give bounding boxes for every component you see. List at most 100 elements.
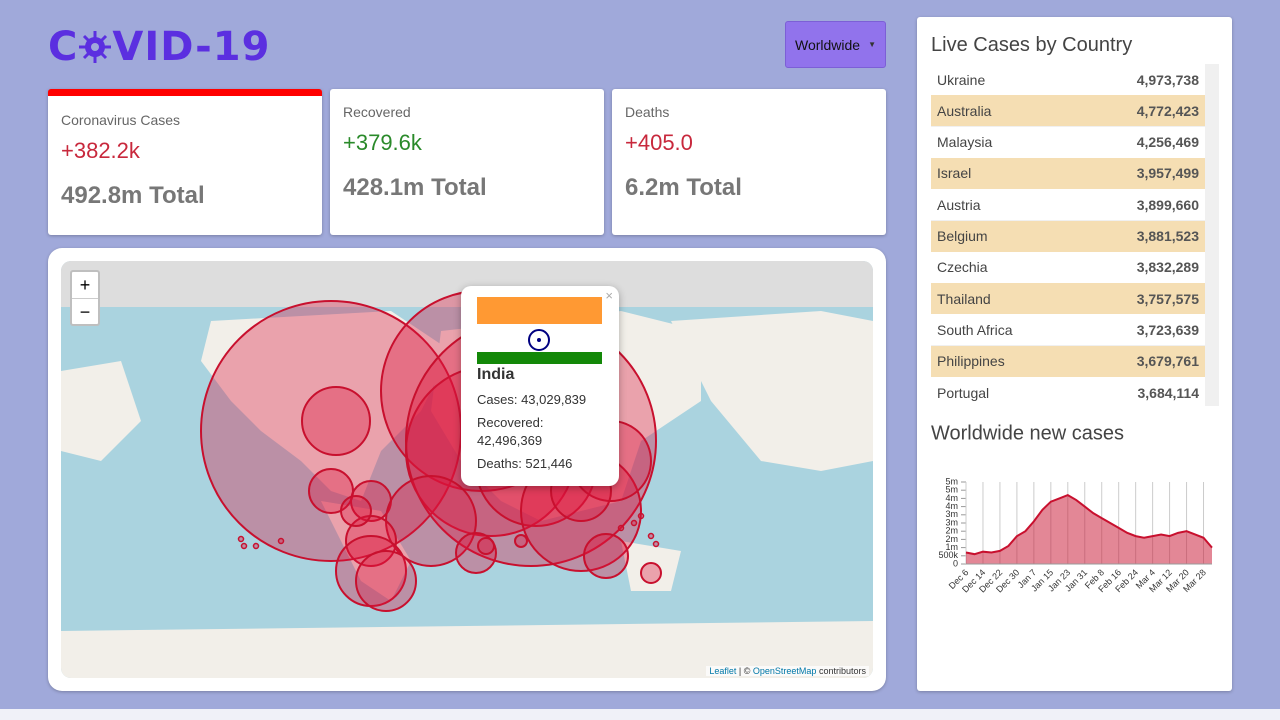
popup-close[interactable]: ×	[605, 288, 613, 303]
case-bubble	[355, 550, 417, 612]
y-tick-label: 3m	[945, 517, 958, 527]
osm-link[interactable]: OpenStreetMap	[752, 666, 817, 676]
table-row[interactable]: Thailand 3,757,575	[931, 283, 1205, 315]
country-cases: 4,973,738	[1136, 71, 1199, 88]
country-cases: 3,679,761	[1136, 353, 1199, 370]
case-bubble	[477, 537, 495, 555]
popup-cases: Cases: 43,029,839	[477, 392, 587, 407]
zoom-in[interactable]: +	[72, 272, 98, 299]
y-tick-label: 4m	[945, 501, 958, 511]
attribution: Leaflet | © OpenStreetMap contributors	[706, 666, 869, 676]
y-tick-label: 500k	[938, 550, 958, 560]
virus-icon	[79, 31, 112, 63]
area	[966, 495, 1212, 564]
country-name: Malaysia	[937, 134, 993, 151]
attribution-text: contributors	[818, 666, 866, 676]
y-tick-label: 2m	[945, 534, 958, 544]
table-row[interactable]: Belgium 3,881,523	[931, 220, 1205, 252]
case-bubble	[637, 512, 645, 520]
stat-title: Coronavirus Cases	[61, 112, 181, 128]
stat-card[interactable]: Deaths +405.0 6.2m Total	[612, 89, 886, 235]
footer-strip	[0, 709, 1280, 720]
country-name: Philippines	[937, 353, 1005, 370]
y-tick-label: 5m	[945, 476, 958, 486]
case-bubble	[340, 495, 372, 527]
logo-text: C	[48, 24, 79, 70]
country-cases: 3,757,575	[1136, 290, 1199, 307]
table-row[interactable]: Czechia 3,832,289	[931, 251, 1205, 283]
country-cases: 3,832,289	[1136, 259, 1199, 276]
table-row[interactable]: South Africa 3,723,639	[931, 314, 1205, 346]
country-cases: 3,881,523	[1136, 228, 1199, 244]
region-dropdown[interactable]: Worldwide ▼	[785, 21, 886, 68]
stat-title: Recovered	[343, 104, 411, 120]
y-tick-label: 0	[953, 558, 958, 568]
table-row[interactable]: Portugal 3,684,114	[931, 377, 1205, 406]
country-cases: 3,899,660	[1136, 196, 1199, 213]
stat-today: +405.0	[625, 130, 693, 155]
case-bubble	[640, 562, 662, 584]
country-cases: 4,256,469	[1136, 134, 1199, 151]
table-row[interactable]: Malaysia 4,256,469	[931, 126, 1205, 158]
stat-total: 6.2m Total	[625, 174, 742, 201]
country-cases: 4,772,423	[1136, 102, 1199, 119]
case-bubble	[652, 540, 660, 548]
table-row[interactable]: Ukraine 4,973,738	[931, 64, 1205, 95]
country-name: Thailand	[937, 290, 991, 307]
line	[965, 494, 1213, 556]
popup-deaths: Deaths: 521,446	[477, 456, 573, 471]
table-row[interactable]: Israel 3,957,499	[931, 157, 1205, 189]
logo-text: VID-19	[112, 24, 271, 70]
case-bubble	[583, 533, 629, 579]
case-bubble	[514, 534, 528, 548]
case-bubble	[308, 468, 354, 514]
zoom-out[interactable]: −	[79, 302, 91, 322]
table-title: Live Cases by Country	[931, 34, 1133, 56]
chart-title: Worldwide new cases	[931, 422, 1124, 444]
country-name: Australia	[937, 102, 992, 119]
stat-title: Deaths	[625, 104, 670, 120]
logo: C VID-19	[48, 24, 270, 70]
map-panel: + − × India Cases: 43,029,839 Recovered:…	[48, 248, 886, 691]
stat-card[interactable]: Recovered +379.6k 428.1m Total	[330, 89, 604, 235]
country-name: Austria	[937, 196, 981, 213]
country-name: South Africa	[937, 321, 1013, 338]
stat-card[interactable]: Coronavirus Cases +382.2k 492.8m Total	[48, 89, 322, 235]
y-tick-label: 4m	[945, 493, 958, 503]
case-bubble	[617, 524, 625, 532]
y-tick-label: 2m	[945, 526, 958, 536]
country-name: Portugal	[937, 384, 990, 401]
country-name: Czechia	[937, 259, 988, 276]
case-bubble	[277, 537, 285, 545]
country-cases: 3,723,639	[1136, 321, 1199, 338]
stat-total: 428.1m Total	[343, 174, 487, 201]
popup-country: India	[477, 366, 515, 383]
dropdown-label: Worldwide	[794, 36, 861, 53]
country-name: Belgium	[937, 228, 988, 244]
y-tick-label: 3m	[945, 509, 958, 519]
land	[61, 311, 873, 678]
popup-recovered: 42,496,369	[477, 433, 543, 448]
country-table[interactable]: Ukraine 4,973,738 Australia 4,772,423 Malays…	[931, 64, 1219, 406]
new-cases-chart: Worldwide new cases 0500k1m2m2m3m3m4m4m5…	[931, 422, 1213, 595]
leaflet-link[interactable]: Leaflet	[709, 666, 737, 676]
country-name: Ukraine	[937, 71, 986, 88]
table-row[interactable]: Austria 3,899,660	[931, 189, 1205, 221]
stat-today: +382.2k	[61, 138, 140, 163]
case-bubble	[647, 532, 655, 540]
case-bubble	[455, 532, 497, 574]
y-tick-label: 5m	[945, 485, 958, 495]
flag	[477, 297, 602, 364]
y-tick-label: 1m	[945, 542, 958, 552]
case-bubble	[252, 542, 260, 550]
country-name: Israel	[937, 165, 972, 182]
table-row[interactable]: Philippines 3,679,761	[931, 345, 1205, 377]
table-row[interactable]: Australia 4,772,423	[931, 95, 1205, 127]
case-bubble	[301, 386, 371, 456]
side-panel: Live Cases by Country Ukraine 4,973,738 Au…	[917, 17, 1232, 691]
zoom-control: + −	[70, 270, 100, 326]
attribution-text: | ©	[738, 666, 751, 676]
case-bubble	[240, 542, 248, 550]
country-cases: 3,957,499	[1136, 165, 1199, 182]
